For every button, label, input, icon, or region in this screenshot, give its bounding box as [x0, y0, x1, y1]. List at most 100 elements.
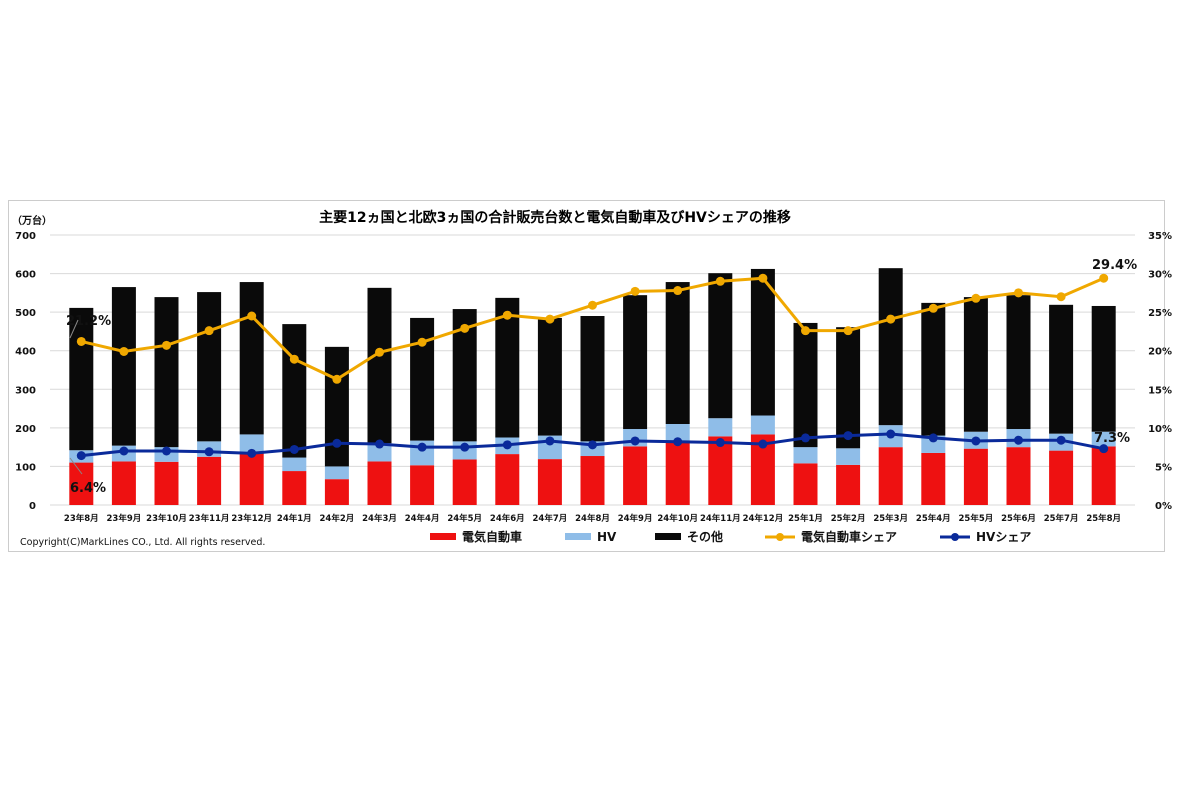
ev-share-point	[502, 310, 512, 320]
bar-other	[921, 302, 946, 436]
bar-other	[750, 268, 775, 416]
bar-other	[623, 295, 648, 430]
bar-other	[1091, 305, 1116, 432]
bar-other	[537, 317, 562, 436]
hv-share-point	[758, 439, 768, 449]
y2-tick-label: 20%	[1148, 347, 1172, 358]
x-tick-label: 23年9月	[107, 513, 142, 524]
legend-marker	[776, 533, 784, 541]
hv-share-point	[588, 440, 597, 450]
bar-ev	[111, 461, 136, 505]
bar-other	[793, 322, 818, 448]
bar-ev	[495, 454, 520, 505]
hv-share-point	[417, 442, 427, 452]
x-tick-label: 25年1月	[788, 513, 823, 524]
bar-hv	[367, 443, 392, 462]
bar-ev	[793, 463, 818, 505]
x-tick-label: 25年3月	[873, 513, 908, 524]
x-tick-label: 23年11月	[189, 513, 230, 524]
bar-other	[495, 297, 520, 438]
x-tick-label: 24年10月	[657, 513, 698, 524]
ev-share-point	[460, 323, 470, 333]
ev-share-point	[375, 347, 384, 357]
y-tick-label: 0	[29, 501, 36, 512]
ev-share-point	[1099, 273, 1109, 283]
ev-share-point	[417, 337, 427, 347]
ev-share-point	[801, 326, 810, 336]
ev-share-point	[1014, 288, 1023, 298]
bar-ev	[708, 436, 733, 505]
bar-ev	[69, 462, 94, 505]
bar-ev	[1091, 446, 1116, 505]
ev-share-point	[545, 314, 555, 324]
ev-share-point	[76, 336, 86, 346]
bar-hv	[793, 447, 818, 464]
x-tick-label: 24年1月	[277, 513, 312, 524]
hv-share-point	[715, 438, 725, 448]
ev-share-point	[289, 354, 299, 364]
bar-ev	[921, 452, 946, 505]
bar-hv	[1091, 431, 1116, 447]
bar-other	[197, 292, 222, 442]
hv-share-point	[886, 429, 896, 439]
hv-share-point	[630, 436, 640, 446]
bar-ev	[878, 447, 903, 505]
ev-share-point	[715, 276, 725, 286]
legend-swatch	[430, 533, 456, 540]
hv-share-point	[247, 448, 257, 458]
bar-other	[1049, 304, 1074, 434]
bar-other	[836, 327, 861, 449]
ev-share-point	[119, 346, 129, 356]
ev-share-point	[758, 273, 768, 283]
y2-tick-label: 30%	[1148, 270, 1172, 281]
hv-share-point	[332, 438, 342, 448]
hv-share-point	[1014, 435, 1023, 445]
bar-hv	[239, 434, 264, 453]
bar-other	[878, 268, 903, 426]
annotation-ev-last: 29.4%	[1092, 258, 1137, 273]
x-tick-label: 25年6月	[1001, 513, 1036, 524]
y2-tick-label: 5%	[1155, 462, 1172, 473]
bar-other	[239, 282, 264, 435]
bar-other	[69, 307, 94, 451]
bar-ev	[154, 461, 179, 505]
y-tick-label: 100	[15, 462, 36, 473]
bar-ev	[1049, 450, 1074, 505]
ev-share-point	[843, 326, 853, 336]
ev-share-point	[971, 293, 981, 303]
ev-share-point	[204, 326, 214, 336]
hv-share-point	[1099, 444, 1109, 454]
bar-other	[580, 316, 605, 442]
legend-label: HVシェア	[976, 530, 1031, 544]
bar-ev	[197, 456, 222, 505]
bar-ev	[580, 456, 605, 505]
ev-share-point	[588, 300, 597, 310]
legend-label: HV	[597, 530, 617, 544]
ev-share-point	[928, 303, 938, 313]
bar-other	[111, 287, 136, 446]
annotation-hv-first: 6.4%	[70, 481, 106, 496]
legend-label: 電気自動車シェア	[801, 529, 897, 544]
bar-other	[410, 317, 435, 441]
hv-share-point	[673, 437, 683, 447]
ev-share-point	[673, 286, 683, 296]
hv-share-point	[928, 433, 938, 443]
bar-other	[154, 297, 179, 448]
y2-tick-label: 10%	[1148, 424, 1172, 435]
x-tick-label: 24年4月	[405, 513, 440, 524]
bar-ev	[324, 479, 349, 505]
legend-label: 電気自動車	[462, 529, 522, 544]
bar-ev	[452, 459, 477, 505]
bar-hv	[750, 415, 775, 435]
bar-ev	[665, 442, 690, 505]
x-tick-label: 24年11月	[700, 513, 741, 524]
bar-hv	[665, 424, 690, 443]
chart-title: 主要12ヵ国と北欧3ヵ国の合計販売台数と電気自動車及びHVシェアの推移	[319, 209, 791, 226]
y2-tick-label: 15%	[1148, 385, 1172, 396]
hv-share-point	[801, 433, 810, 443]
hv-share-point	[204, 447, 214, 457]
bar-hv	[282, 457, 307, 472]
bar-other	[708, 273, 733, 419]
x-tick-label: 24年6月	[490, 513, 525, 524]
x-tick-label: 25年2月	[831, 513, 866, 524]
